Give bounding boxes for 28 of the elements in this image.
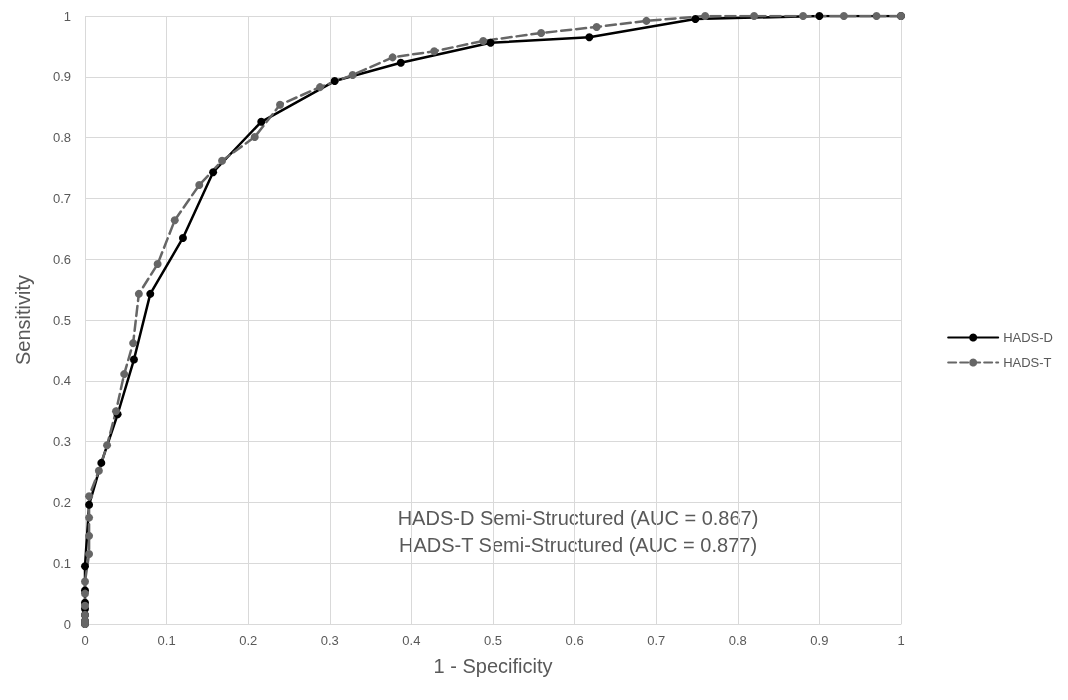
x-tick-label: 1	[897, 633, 905, 648]
x-tick-label: 0.4	[402, 633, 421, 648]
x-tick-label: 0.1	[157, 633, 176, 648]
legend-label: HADS-T	[1003, 355, 1052, 370]
y-tick-label: 1	[63, 8, 71, 24]
y-axis-title: Sensitivity	[12, 274, 34, 366]
y-tick-label: 0.3	[52, 434, 71, 450]
y-tick-label: 0	[63, 616, 71, 632]
y-tick-label: 0.9	[52, 69, 71, 85]
x-tick-label: 0.7	[647, 633, 666, 648]
x-tick-label: 0.5	[483, 633, 503, 648]
annotation: HADS-T Semi-Structured (AUC = 0.877)	[398, 534, 758, 556]
x-tick-label: 0.6	[565, 633, 584, 648]
y-tick-label: 0.5	[52, 312, 71, 328]
y-tick-label: 0.7	[52, 190, 71, 206]
x-tick-label: 0.9	[810, 633, 829, 648]
legend-label: HADS-D	[1003, 330, 1054, 345]
y-tick-label: 0.8	[52, 130, 71, 146]
x-tick-label: 0.8	[728, 633, 747, 648]
x-tick-label: 0.3	[320, 633, 339, 648]
y-tick-label: 0.6	[52, 251, 71, 267]
y-tick-label: 0.4	[52, 373, 71, 389]
x-tick-label: 0	[81, 633, 89, 648]
y-tick-label: 0.1	[52, 555, 71, 571]
x-tick-label: 0.2	[239, 633, 258, 648]
x-axis-title: 1 - Specificity	[433, 655, 553, 677]
annotation: HADS-D Semi-Structured (AUC = 0.867)	[397, 507, 759, 529]
y-tick-label: 0.2	[52, 494, 71, 510]
